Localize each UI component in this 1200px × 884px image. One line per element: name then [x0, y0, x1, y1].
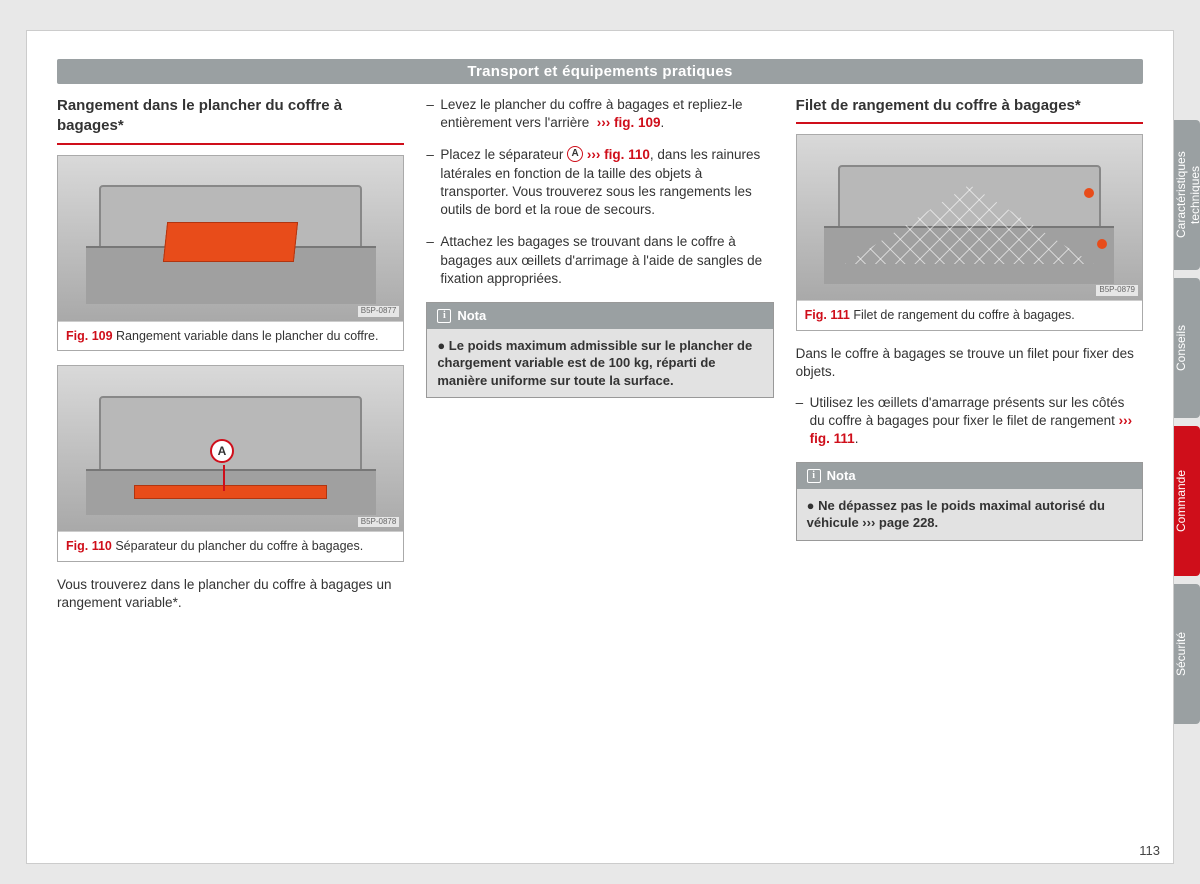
figure-110-caption: Fig. 110 Séparateur du plancher du coffr… [58, 531, 403, 561]
step-2-text-a: Placez le séparateur [440, 147, 567, 162]
figure-109: B5P-0877 Fig. 109 Rangement variable dan… [57, 155, 404, 352]
nota-body: ● Ne dépassez pas le poids maximal autor… [797, 489, 1142, 540]
figure-num: Fig. 110 [66, 539, 112, 553]
figure-cap-text: Filet de rangement du coffre à bagages. [853, 308, 1074, 322]
figure-110-tag: B5P-0878 [358, 517, 400, 528]
section-title: Filet de rangement du coffre à bagages* [796, 96, 1143, 124]
figure-111-tag: B5P-0879 [1096, 285, 1138, 296]
columns: Rangement dans le plancher du coffre à b… [57, 96, 1143, 625]
col3-p1: Dans le coffre à bagages se trouve un fi… [796, 345, 1143, 381]
ref-page228: ››› page 228 [862, 515, 934, 530]
figure-111: B5P-0879 Fig. 111 Filet de rangement du … [796, 134, 1143, 331]
figure-110: A B5P-0878 Fig. 110 Séparateur du planch… [57, 365, 404, 562]
nota-title: Nota [457, 307, 486, 325]
tab-specs[interactable]: Caractéristiques techniques [1174, 120, 1200, 270]
figure-110-image: A B5P-0878 [58, 366, 403, 531]
figure-cap-text: Séparateur du plancher du coffre à bagag… [115, 539, 363, 553]
step-1-text-a: Levez le plancher du coffre à bagages et… [440, 97, 742, 130]
figure-111-caption: Fig. 111 Filet de rangement du coffre à … [797, 300, 1142, 330]
page-header: Transport et équipements pratiques [57, 59, 1143, 84]
nota-head: i Nota [427, 303, 772, 329]
figure-109-caption: Fig. 109 Rangement variable dans le plan… [58, 321, 403, 351]
col3-step1-b: . [855, 431, 859, 446]
callout-a-icon: A [210, 439, 234, 463]
figure-111-image: B5P-0879 [797, 135, 1142, 300]
side-tabs: Caractéristiques techniques Conseils Com… [1174, 120, 1200, 724]
column-2: – Levez le plancher du coffre à bagages … [426, 96, 773, 625]
tab-command[interactable]: Commande [1174, 426, 1200, 576]
step-1-text-b: . [661, 115, 665, 130]
figure-num: Fig. 109 [66, 329, 113, 343]
column-3: Filet de rangement du coffre à bagages* … [796, 96, 1143, 625]
figure-109-image: B5P-0877 [58, 156, 403, 321]
page-number: 113 [1139, 843, 1160, 858]
col3-step1-a: Utilisez les œillets d'amarrage présents… [810, 395, 1125, 428]
step-1: – Levez le plancher du coffre à bagages … [426, 96, 773, 132]
step-3-text: Attachez les bagages se trouvant dans le… [440, 233, 773, 288]
page-inner: Transport et équipements pratiques Range… [57, 59, 1143, 845]
column-1: Rangement dans le plancher du coffre à b… [57, 96, 404, 625]
figure-cap-text: Rangement variable dans le plancher du c… [116, 329, 378, 343]
step-3: – Attachez les bagages se trouvant dans … [426, 233, 773, 288]
figure-109-tag: B5P-0877 [358, 306, 400, 317]
ref-fig110: ››› fig. 110 [583, 147, 650, 162]
page-paper: Transport et équipements pratiques Range… [26, 30, 1174, 864]
ref-fig109: ››› fig. 109 [597, 115, 661, 130]
nota-box-1: i Nota ● Le poids maximum admissible sur… [426, 302, 773, 398]
nota-box-2: i Nota ● Ne dépassez pas le poids maxima… [796, 462, 1143, 541]
section-title: Rangement dans le plancher du coffre à b… [57, 96, 404, 145]
step-2: – Placez le séparateur A ››› fig. 110, d… [426, 146, 773, 219]
col1-body: Vous trouverez dans le plancher du coffr… [57, 576, 404, 612]
callout-a-inline-icon: A [567, 146, 583, 162]
col3-step-1: – Utilisez les œillets d'amarrage présen… [796, 394, 1143, 449]
tab-safety[interactable]: Sécurité [1174, 584, 1200, 724]
figure-num: Fig. 111 [805, 308, 850, 322]
nota-head: i Nota [797, 463, 1142, 489]
nota-body: ● Le poids maximum admissible sur le pla… [427, 329, 772, 398]
nota-body-a: ● Ne dépassez pas le poids maximal autor… [807, 498, 1105, 531]
info-icon: i [807, 469, 821, 483]
info-icon: i [437, 309, 451, 323]
nota-title: Nota [827, 467, 856, 485]
nota-body-b: . [935, 515, 939, 530]
tab-tips[interactable]: Conseils [1174, 278, 1200, 418]
